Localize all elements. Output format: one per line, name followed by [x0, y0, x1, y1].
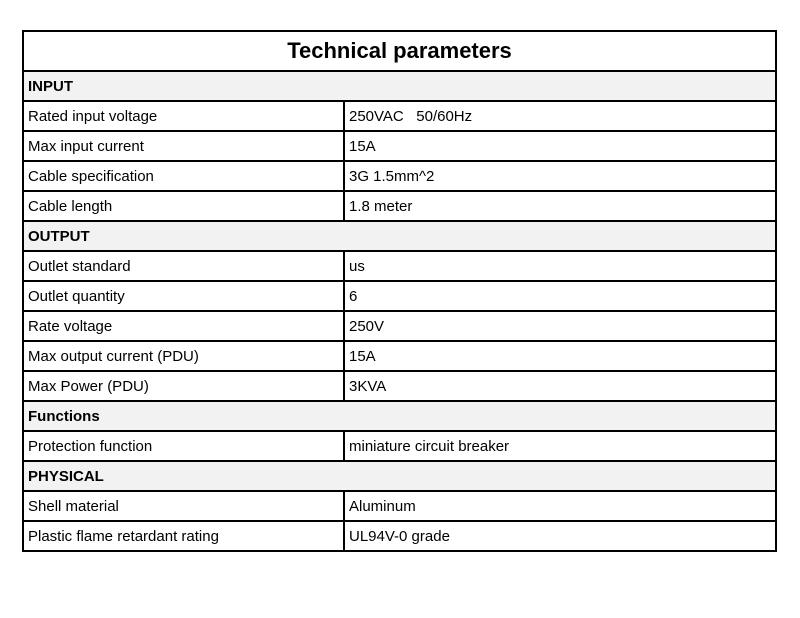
table-row: Outlet standard us	[22, 250, 777, 282]
parameter-value: UL94V-0 grade	[343, 520, 777, 552]
section-heading: Functions	[22, 400, 777, 432]
parameter-name: Rate voltage	[22, 310, 345, 342]
parameter-name: Max input current	[22, 130, 345, 162]
section-header-row: Functions	[22, 400, 777, 432]
parameter-name: Max Power (PDU)	[22, 370, 345, 402]
parameter-value: 15A	[343, 130, 777, 162]
table-row: Plastic flame retardant rating UL94V-0 gr…	[22, 520, 777, 552]
table-row: Rated input voltage 250VAC 50/60Hz	[22, 100, 777, 132]
parameter-name: Cable specification	[22, 160, 345, 192]
parameter-name: Max output current (PDU)	[22, 340, 345, 372]
parameter-value: us	[343, 250, 777, 282]
parameter-value: 6	[343, 280, 777, 312]
parameter-value: 3KVA	[343, 370, 777, 402]
parameter-value: Aluminum	[343, 490, 777, 522]
table-row: Outlet quantity 6	[22, 280, 777, 312]
table-row: Cable length 1.8 meter	[22, 190, 777, 222]
parameter-name: Shell material	[22, 490, 345, 522]
title-row: Technical parameters	[22, 30, 777, 72]
parameter-value: 250V	[343, 310, 777, 342]
section-heading: OUTPUT	[22, 220, 777, 252]
parameter-name: Rated input voltage	[22, 100, 345, 132]
table-row: Shell material Aluminum	[22, 490, 777, 522]
section-header-row: OUTPUT	[22, 220, 777, 252]
table-row: Max Power (PDU) 3KVA	[22, 370, 777, 402]
parameter-name: Outlet quantity	[22, 280, 345, 312]
parameter-value: 250VAC 50/60Hz	[343, 100, 777, 132]
table-title: Technical parameters	[22, 30, 777, 72]
table-row: Protection function miniature circuit bre…	[22, 430, 777, 462]
parameter-value: 15A	[343, 340, 777, 372]
table-row: Rate voltage 250V	[22, 310, 777, 342]
parameter-value: 1.8 meter	[343, 190, 777, 222]
technical-parameters-table: Technical parameters INPUT Rated input vo…	[22, 30, 777, 552]
parameter-value: 3G 1.5mm^2	[343, 160, 777, 192]
parameter-name: Outlet standard	[22, 250, 345, 282]
table-row: Cable specification 3G 1.5mm^2	[22, 160, 777, 192]
section-heading: PHYSICAL	[22, 460, 777, 492]
parameter-name: Protection function	[22, 430, 345, 462]
table-row: Max input current 15A	[22, 130, 777, 162]
table-row: Max output current (PDU) 15A	[22, 340, 777, 372]
parameter-name: Plastic flame retardant rating	[22, 520, 345, 552]
section-header-row: INPUT	[22, 70, 777, 102]
parameter-name: Cable length	[22, 190, 345, 222]
section-header-row: PHYSICAL	[22, 460, 777, 492]
section-heading: INPUT	[22, 70, 777, 102]
parameter-value: miniature circuit breaker	[343, 430, 777, 462]
